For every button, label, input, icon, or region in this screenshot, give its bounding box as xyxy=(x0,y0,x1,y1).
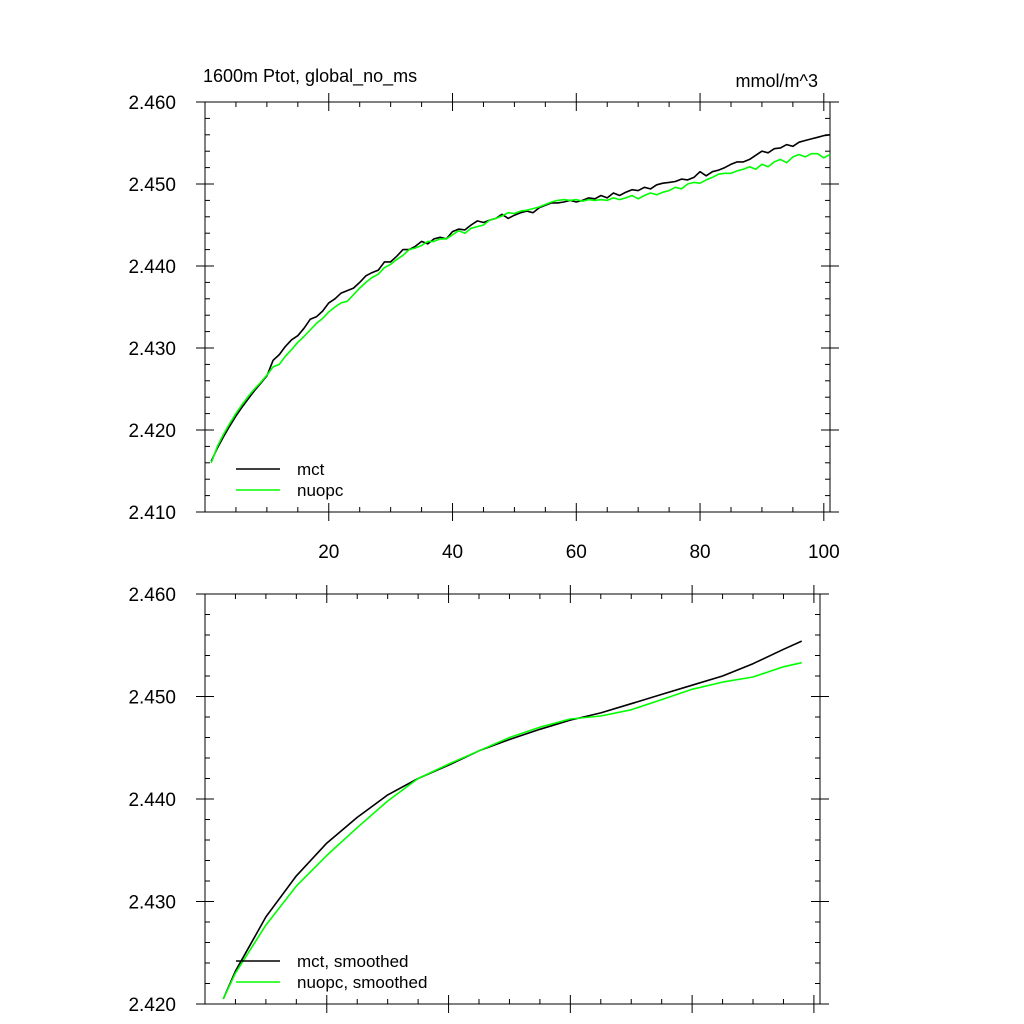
series-line-mct-smoothed xyxy=(222,640,803,1000)
top-panel: 1600m Ptot, global_no_ms mmol/m^3 20 40 60… xyxy=(128,66,839,563)
chart-title: 1600m Ptot, global_no_ms xyxy=(203,66,417,87)
y-tick-label: 2.420 xyxy=(128,995,176,1016)
series-line-nuopc xyxy=(210,152,831,464)
units-label: mmol/m^3 xyxy=(736,71,818,91)
top-plot-area: 20 40 60 80 100 2.410 2.420 2.430 2.440 2.450 2.46… xyxy=(128,93,840,563)
legend-label-nuopc-smoothed: nuopc, smoothed xyxy=(297,973,427,992)
y-tick-label: 2.430 xyxy=(128,893,176,914)
y-tick-label: 2.420 xyxy=(128,421,176,442)
y-tick-label: 2.410 xyxy=(128,503,176,524)
top-legend: mct nuopc xyxy=(236,460,344,500)
x-tick-label: 100 xyxy=(808,542,840,563)
x-tick-label: 80 xyxy=(689,542,710,563)
x-tick-label: 20 xyxy=(318,542,339,563)
y-tick-label: 2.460 xyxy=(128,585,176,606)
y-tick-label: 2.430 xyxy=(128,339,176,360)
y-tick-label: 2.440 xyxy=(128,257,176,278)
legend-label-nuopc: nuopc xyxy=(297,481,344,500)
y-tick-label: 2.450 xyxy=(128,688,176,709)
legend-label-mct: mct xyxy=(297,460,325,479)
y-tick-label: 2.440 xyxy=(128,790,176,811)
plot-frame xyxy=(204,593,821,1005)
bottom-plot-area: 2.420 2.430 2.440 2.450 2.460 xyxy=(128,585,829,1016)
y-tick-label: 2.460 xyxy=(128,93,176,114)
x-tick-label: 40 xyxy=(442,542,463,563)
series-line-mct xyxy=(210,134,831,462)
series-line-nuopc-smoothed xyxy=(222,661,802,1000)
plot-frame xyxy=(204,101,831,513)
x-tick-label: 60 xyxy=(566,542,587,563)
bottom-legend: mct, smoothed nuopc, smoothed xyxy=(236,952,427,992)
bottom-panel: 2.420 2.430 2.440 2.450 2.460 mct, smoothed … xyxy=(128,585,829,1016)
legend-label-mct-smoothed: mct, smoothed xyxy=(297,952,409,971)
y-tick-label: 2.450 xyxy=(128,175,176,196)
